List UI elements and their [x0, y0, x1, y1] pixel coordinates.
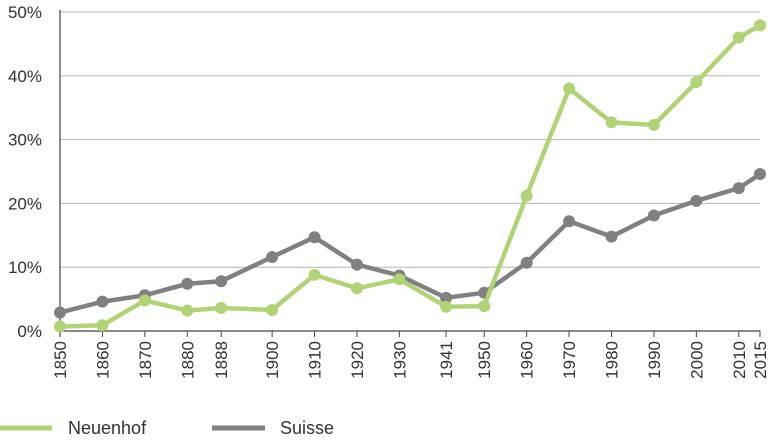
data-point-neuenhof [308, 268, 321, 281]
series-layer [54, 19, 766, 333]
data-point-neuenhof [690, 76, 703, 89]
data-point-neuenhof [138, 294, 151, 307]
y-tick-label: 0% [17, 322, 42, 341]
x-tick-label: 1970 [560, 341, 579, 379]
x-tick-label: 1980 [603, 341, 622, 379]
series-suisse [54, 168, 766, 319]
y-tick-labels: 0% 10% 20% 30% 40% 50% [8, 3, 42, 341]
data-point-suisse [647, 209, 660, 222]
x-tick-label: 1950 [475, 341, 494, 379]
data-point-neuenhof [266, 303, 279, 316]
data-point-suisse [563, 215, 576, 228]
data-point-suisse [266, 250, 279, 263]
axes [59, 10, 761, 337]
data-point-neuenhof [54, 320, 66, 333]
data-point-suisse [181, 277, 194, 290]
x-tick-label: 2010 [730, 341, 749, 379]
x-tick-label: 2015 [751, 341, 768, 379]
x-tick-label: 1941 [437, 341, 456, 379]
x-tick-label: 1930 [390, 341, 409, 379]
x-tick-label: 1910 [306, 341, 325, 379]
x-tick-label: 1960 [518, 341, 537, 379]
data-point-neuenhof [605, 116, 618, 129]
x-tick-label: 1888 [212, 341, 231, 379]
data-point-suisse [215, 275, 228, 288]
data-point-neuenhof [440, 300, 453, 313]
series-line-suisse [57, 171, 763, 315]
legend: Neuenhof Suisse [0, 418, 334, 438]
data-point-neuenhof [647, 118, 660, 131]
data-point-suisse [520, 256, 533, 269]
y-tick-label: 10% [8, 258, 42, 277]
y-tick-label: 50% [8, 3, 42, 22]
x-tick-label: 1920 [348, 341, 367, 379]
data-point-suisse [690, 194, 703, 207]
x-tick-label: 1990 [645, 341, 664, 379]
y-tick-label: 30% [8, 131, 42, 150]
series-line-neuenhof [57, 23, 763, 329]
x-tick-labels: 1850 1860 1870 1880 1888 1900 1910 1920 1930 1941… [51, 341, 768, 379]
data-point-neuenhof [350, 282, 363, 295]
y-tick-label: 40% [8, 67, 42, 86]
data-point-neuenhof [520, 189, 533, 202]
data-point-neuenhof [181, 304, 194, 317]
data-point-suisse [54, 306, 66, 319]
legend-label-neuenhof: Neuenhof [68, 418, 147, 438]
gridlines [60, 11, 760, 268]
data-point-suisse [96, 295, 109, 308]
data-point-suisse [440, 291, 453, 304]
data-point-neuenhof [393, 273, 406, 286]
legend-label-suisse: Suisse [280, 418, 334, 438]
y-tick-label: 20% [8, 194, 42, 213]
x-tick-label: 2000 [687, 341, 706, 379]
x-tick-label: 1860 [93, 341, 112, 379]
data-point-suisse [350, 258, 363, 271]
x-tick-label: 1900 [263, 341, 282, 379]
data-point-neuenhof [96, 319, 109, 332]
data-point-neuenhof [563, 82, 576, 95]
data-point-suisse [732, 182, 745, 195]
data-point-neuenhof [754, 19, 766, 32]
data-point-neuenhof [732, 31, 745, 44]
data-point-suisse [754, 168, 766, 181]
x-tick-label: 1880 [178, 341, 197, 379]
x-tick-label: 1870 [136, 341, 155, 379]
series-neuenhof [54, 19, 766, 333]
data-point-neuenhof [215, 302, 228, 315]
x-tick-label: 1850 [51, 341, 70, 379]
data-point-neuenhof [478, 300, 491, 313]
data-point-suisse [308, 231, 321, 244]
data-point-suisse [605, 230, 618, 243]
